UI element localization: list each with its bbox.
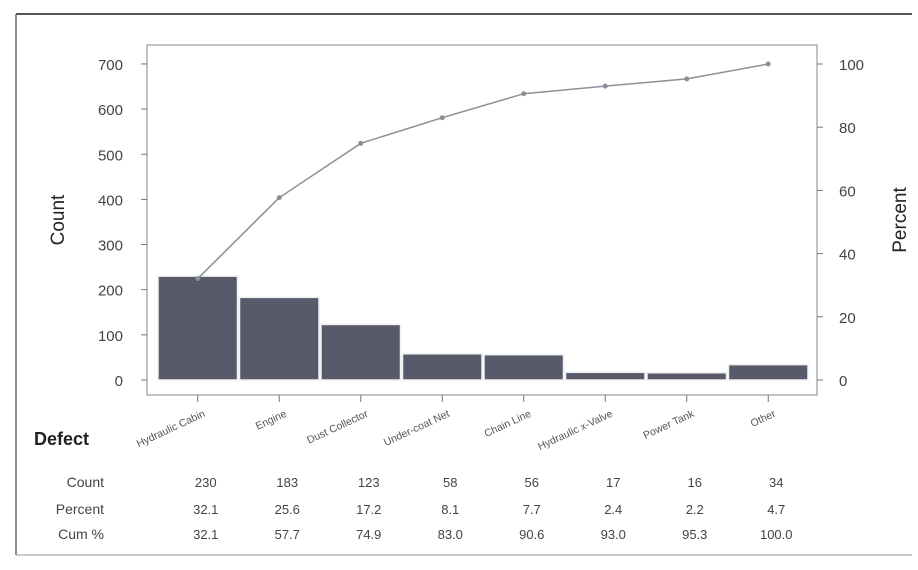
category-label: Chain Line [482,408,533,440]
cumulative-percent-line [197,63,769,280]
table-cell: 32.1 [193,502,218,517]
table-cell: 123 [358,475,380,490]
table-cell: 230 [195,475,217,490]
right-tick-label: 0 [839,373,847,390]
y-axis-left-label: Count [48,194,69,245]
table-cell: 25.6 [275,502,300,517]
table-cell: 32.1 [193,527,218,542]
bar [483,353,565,381]
table-cell: 17 [606,475,620,490]
plot-area [146,44,818,396]
defect-header: Defect [34,429,89,449]
right-tick-label: 100 [839,57,864,74]
left-tick-label: 500 [98,147,123,164]
table-cell: 7.7 [523,502,541,517]
table-cell: 58 [443,475,457,490]
left-tick-label: 400 [98,192,123,209]
table-cell: 16 [688,475,702,490]
table-cell: 56 [525,475,539,490]
left-tick-label: 700 [98,57,123,74]
table-cell: 2.4 [604,502,622,517]
right-axis-ticks: 0 20 40 60 80 100 [817,57,864,390]
y-axis-right-label: Percent [890,187,911,253]
category-label: Hydraulic x-Valve [536,408,615,453]
bar [157,275,239,381]
bar [320,323,402,381]
category-labels: Hydraulic Cabin Engine Dust Collector Under… [135,395,778,453]
cumulative-point [358,140,364,146]
category-label: Power Tank [641,408,696,442]
table-cell: 2.2 [686,502,704,517]
table-row-label: Count [67,474,104,490]
table-cell: 34 [769,475,783,490]
category-label: Under-coat Net [382,408,452,449]
bar [564,371,646,381]
data-table: Count 230 183 123 58 56 17 16 34 Percent 32.1 25.6 1… [56,474,793,542]
table-row-label: Cum % [58,526,104,542]
right-tick-label: 40 [839,247,856,264]
category-label: Engine [254,408,289,433]
left-tick-label: 200 [98,283,123,300]
left-tick-label: 300 [98,238,123,255]
cumulative-point [195,276,201,282]
bar [646,372,728,381]
table-cell: 8.1 [441,502,459,517]
cumulative-point [439,115,445,121]
cumulative-point [276,195,282,201]
table-cell: 90.6 [519,527,544,542]
table-cell: 183 [276,475,298,490]
bar [238,296,320,381]
table-cell: 93.0 [601,527,626,542]
table-cell: 74.9 [356,527,381,542]
cumulative-point [684,76,690,82]
table-cell: 83.0 [438,527,463,542]
category-label: Other [749,408,778,430]
right-tick-label: 60 [839,183,856,200]
table-cell: 100.0 [760,527,793,542]
cumulative-line [195,61,771,282]
table-cell: 57.7 [275,527,300,542]
bars [157,275,809,381]
right-tick-label: 80 [839,120,856,137]
cumulative-point [765,61,771,67]
table-cell: 95.3 [682,527,707,542]
left-axis-ticks: 0 100 200 300 400 500 600 700 [98,57,147,390]
left-tick-label: 100 [98,328,123,345]
table-row-label: Percent [56,501,104,517]
category-label: Dust Collector [305,408,370,447]
table-cell: 4.7 [767,502,785,517]
category-label: Hydraulic Cabin [135,408,207,450]
left-tick-label: 600 [98,102,123,119]
cumulative-point [521,91,527,97]
bar [727,363,809,381]
bar [401,353,483,381]
cumulative-point [602,83,608,89]
left-tick-label: 0 [115,373,123,390]
table-cell: 17.2 [356,502,381,517]
right-tick-label: 20 [839,310,856,327]
